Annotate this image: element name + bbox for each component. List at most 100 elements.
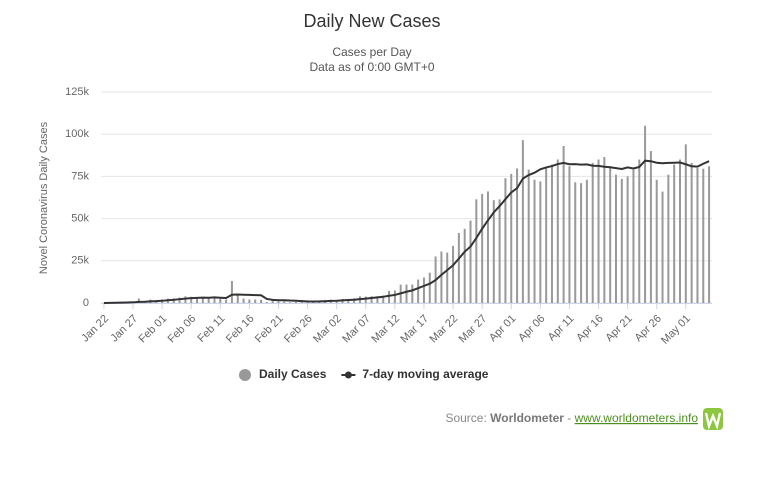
- bar: [248, 299, 251, 303]
- x-tick-label: Feb 16: [224, 313, 257, 346]
- bar: [486, 191, 489, 303]
- y-axis-title: Novel Coronavirus Daily Cases: [38, 121, 50, 274]
- credits-prefix: Source:: [445, 411, 490, 425]
- credits-separator: -: [564, 411, 575, 425]
- bar: [510, 173, 513, 303]
- bar: [254, 299, 257, 303]
- bar: [644, 125, 647, 303]
- x-tick-label: Mar 17: [398, 313, 431, 346]
- bar: [184, 296, 187, 303]
- bar: [405, 284, 408, 303]
- x-tick-label: Mar 22: [428, 313, 461, 346]
- credits: Source: Worldometer - www.worldometers.i…: [445, 411, 698, 425]
- y-tick-label: 0: [83, 297, 89, 309]
- bar: [440, 251, 443, 303]
- y-tick-label: 25k: [71, 255, 89, 267]
- bar: [225, 299, 228, 303]
- bar: [370, 296, 373, 303]
- bar: [609, 166, 612, 303]
- bar: [422, 277, 425, 303]
- bar: [242, 298, 245, 303]
- bar: [603, 156, 606, 303]
- bar: [696, 167, 699, 303]
- legend-symbol: [239, 369, 251, 381]
- x-tick-label: Mar 07: [340, 313, 373, 346]
- x-tick-label: Feb 06: [166, 313, 199, 346]
- bar: [393, 290, 396, 303]
- bar: [236, 294, 239, 303]
- x-tick-label: Apr 06: [516, 313, 547, 344]
- bar: [271, 301, 274, 303]
- bar: [667, 174, 670, 303]
- x-tick-label: Feb 21: [253, 313, 286, 346]
- line: [103, 159, 710, 304]
- y-tick-label: 125k: [65, 86, 89, 98]
- bar: [649, 151, 652, 303]
- x-tick-label: Feb 01: [137, 313, 170, 346]
- bar: [580, 183, 583, 303]
- x-tick-label: Mar 02: [311, 313, 344, 346]
- bar: [475, 199, 478, 303]
- bar: [684, 144, 687, 303]
- bar: [452, 245, 455, 303]
- bar: [213, 297, 216, 303]
- bar: [545, 167, 548, 303]
- bar: [562, 146, 565, 303]
- bar: [137, 298, 140, 303]
- bar: [673, 164, 676, 303]
- bar: [219, 298, 222, 303]
- bar: [178, 297, 181, 303]
- y-tick-label: 75k: [71, 170, 89, 182]
- credits-link[interactable]: www.worldometers.info: [574, 411, 699, 425]
- bar: [690, 162, 693, 303]
- bar: [638, 159, 641, 303]
- bar: [521, 140, 524, 303]
- x-tick-label: May 01: [659, 313, 693, 347]
- bar: [411, 284, 414, 303]
- x-tick-label: Feb 26: [282, 313, 315, 346]
- bar: [591, 162, 594, 303]
- bar: [347, 299, 350, 303]
- x-tick-label: Apr 16: [574, 313, 605, 344]
- bar: [207, 298, 210, 303]
- bar: [539, 181, 542, 303]
- bar: [457, 233, 460, 303]
- bar: [516, 168, 519, 303]
- y-tick-label: 100k: [65, 128, 89, 140]
- bar: [585, 179, 588, 303]
- bar: [678, 159, 681, 303]
- bar: [300, 301, 303, 303]
- bar: [632, 169, 635, 303]
- bar: [364, 296, 367, 303]
- bar: [201, 297, 204, 303]
- bar: [655, 179, 658, 303]
- bar: [294, 301, 297, 303]
- bar: [533, 179, 536, 303]
- bar: [550, 164, 553, 303]
- x-tick-label: Apr 21: [603, 313, 634, 344]
- chart-subtitle: Cases per Day: [332, 45, 411, 59]
- bar: [527, 169, 530, 303]
- bar: [620, 178, 623, 303]
- bar: [446, 252, 449, 303]
- legend-label: Daily Cases: [259, 367, 327, 381]
- chart-title: Daily New Cases: [303, 11, 440, 31]
- y-tick-label: 50k: [71, 213, 89, 225]
- x-tick-label: Mar 27: [457, 313, 490, 346]
- bar: [498, 199, 501, 303]
- logo-w: [704, 412, 722, 431]
- x-tick-label: Feb 11: [195, 313, 227, 345]
- bar: [289, 302, 292, 303]
- logo: [703, 408, 723, 431]
- bar: [277, 301, 280, 303]
- bar: [614, 174, 617, 303]
- bar: [190, 296, 193, 303]
- credits-source: Worldometer: [490, 411, 564, 425]
- bar: [463, 228, 466, 303]
- bar: [504, 178, 507, 303]
- bar: [661, 191, 664, 303]
- bar: [388, 290, 391, 303]
- bar: [708, 166, 711, 303]
- bar: [283, 301, 286, 303]
